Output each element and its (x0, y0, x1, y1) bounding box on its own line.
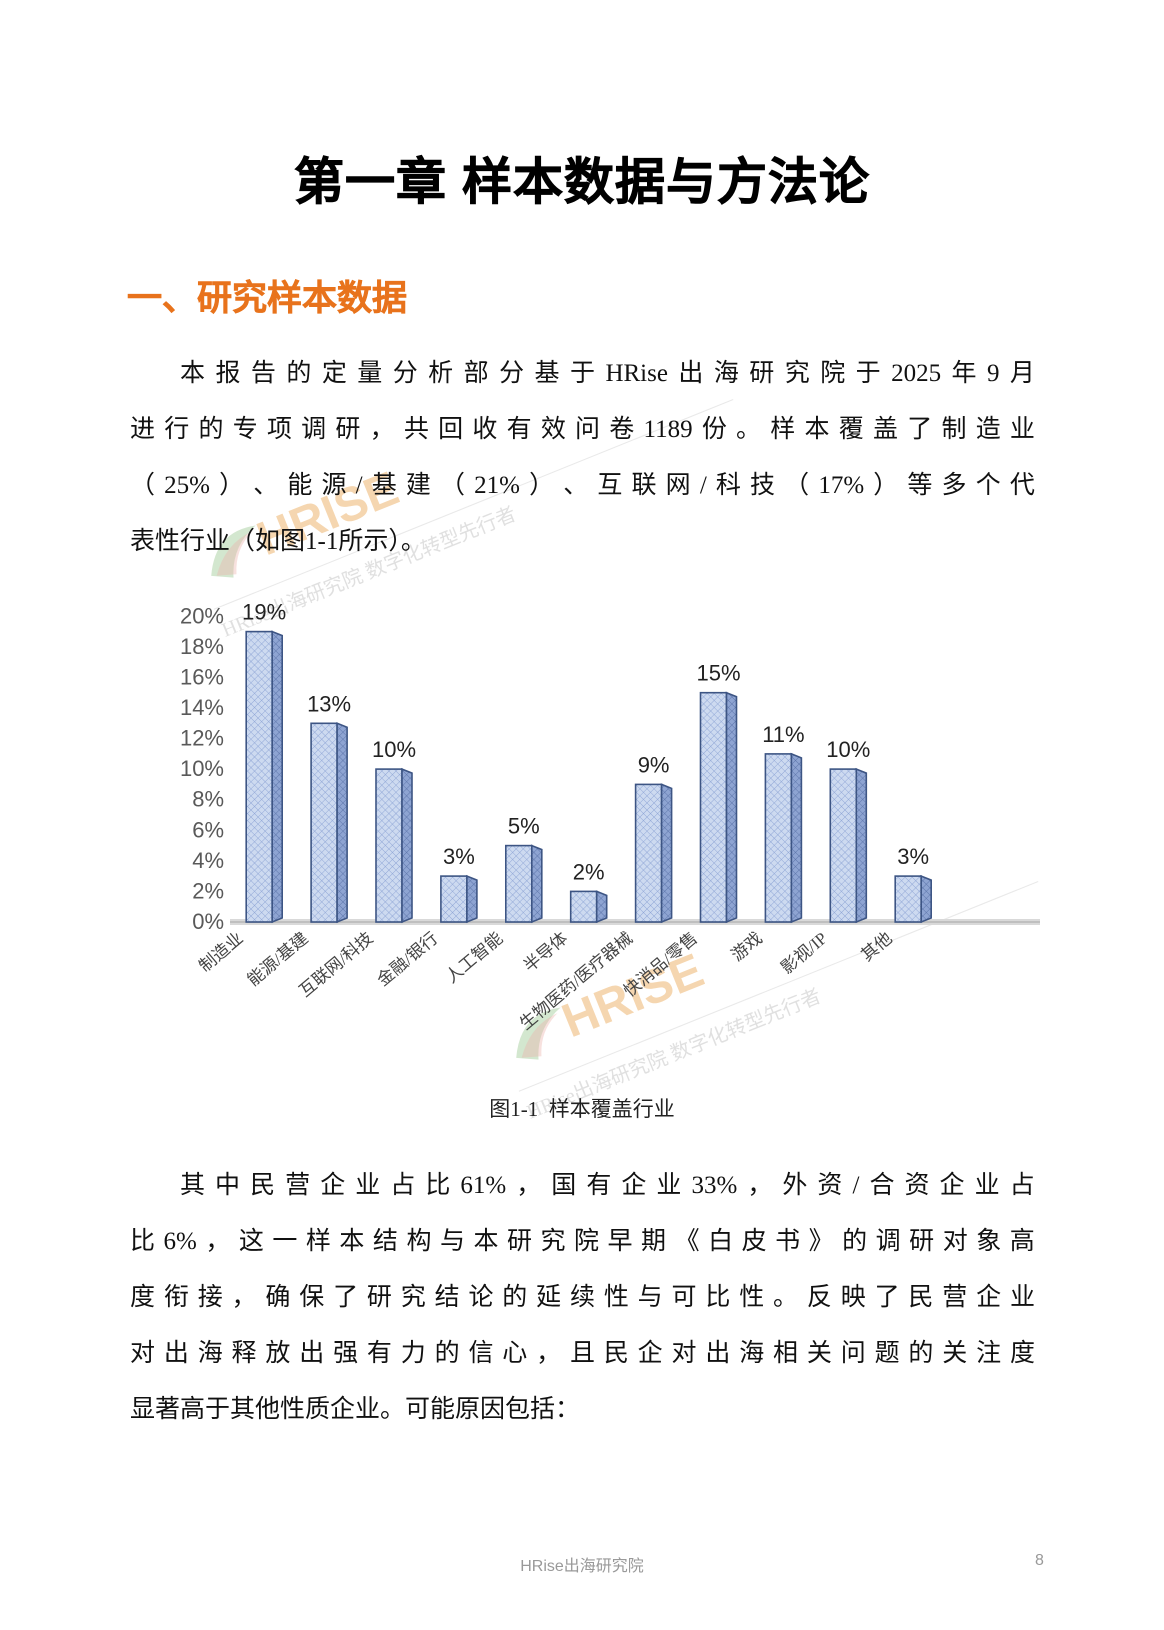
svg-text:18%: 18% (180, 634, 224, 659)
svg-text:制造业: 制造业 (195, 929, 246, 976)
svg-text:6%: 6% (192, 817, 224, 842)
svg-text:游戏: 游戏 (728, 929, 766, 965)
svg-text:12%: 12% (180, 726, 224, 751)
svg-text:4%: 4% (192, 848, 224, 873)
svg-text:15%: 15% (696, 661, 740, 686)
svg-text:16%: 16% (180, 664, 224, 689)
svg-text:3%: 3% (897, 844, 929, 869)
svg-text:半导体: 半导体 (520, 929, 571, 976)
svg-text:8%: 8% (192, 787, 224, 812)
svg-text:金融/银行: 金融/银行 (374, 929, 442, 990)
svg-text:14%: 14% (180, 695, 224, 720)
svg-text:人工智能: 人工智能 (442, 929, 506, 987)
svg-text:0%: 0% (192, 909, 224, 934)
svg-text:2%: 2% (573, 859, 605, 884)
svg-text:影视/IP: 影视/IP (777, 929, 830, 978)
svg-text:5%: 5% (508, 814, 540, 839)
svg-text:9%: 9% (638, 752, 670, 777)
svg-text:3%: 3% (443, 844, 475, 869)
svg-text:11%: 11% (762, 722, 804, 747)
svg-text:19%: 19% (242, 600, 286, 625)
svg-text:13%: 13% (307, 691, 351, 716)
svg-text:其他: 其他 (858, 929, 896, 965)
svg-text:10%: 10% (180, 756, 224, 781)
svg-text:10%: 10% (826, 737, 870, 762)
svg-text:10%: 10% (372, 737, 416, 762)
svg-text:生物医药/医疗器械: 生物医药/医疗器械 (516, 929, 636, 1034)
svg-text:2%: 2% (192, 878, 224, 903)
svg-text:20%: 20% (180, 603, 224, 628)
